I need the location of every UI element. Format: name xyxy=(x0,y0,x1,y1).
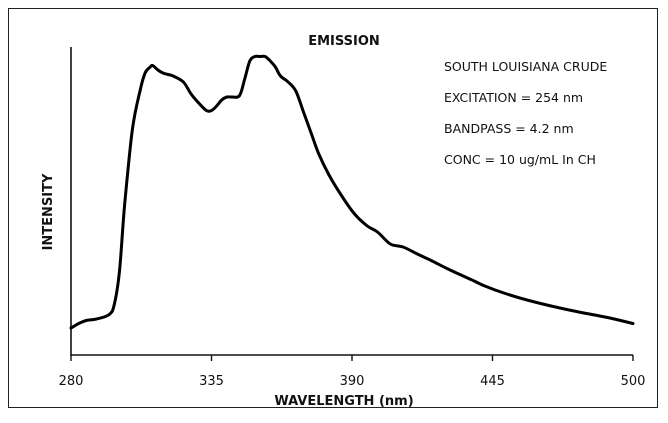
chart-annotation: SOUTH LOUISIANA CRUDE xyxy=(444,59,607,74)
y-axis-title: INTENSITY xyxy=(41,173,56,250)
x-tick-label: 335 xyxy=(199,374,224,389)
x-tick-label: 500 xyxy=(621,374,646,389)
x-tick-label: 390 xyxy=(340,374,365,389)
chart-annotation: CONC = 10 ug/mL In CH xyxy=(444,152,596,167)
x-tick-label: 280 xyxy=(59,374,84,389)
chart-annotation: BANDPASS = 4.2 nm xyxy=(444,121,574,136)
chart-annotations: SOUTH LOUISIANA CRUDE EXCITATION = 254 nm… xyxy=(444,59,607,167)
x-axis-title: WAVELENGTH (nm) xyxy=(274,394,413,409)
emission-chart: EMISSION SOUTH LOUISIANA CRUDE EXCITATION… xyxy=(41,34,646,409)
x-axis-ticks: 280 335 390 445 500 xyxy=(59,355,646,389)
chart-frame: EMISSION SOUTH LOUISIANA CRUDE EXCITATION… xyxy=(8,8,658,409)
chart-annotation: EXCITATION = 254 nm xyxy=(444,90,583,105)
x-tick-label: 445 xyxy=(480,374,505,389)
chart-title: EMISSION xyxy=(308,34,380,49)
emission-series-line xyxy=(69,54,635,330)
